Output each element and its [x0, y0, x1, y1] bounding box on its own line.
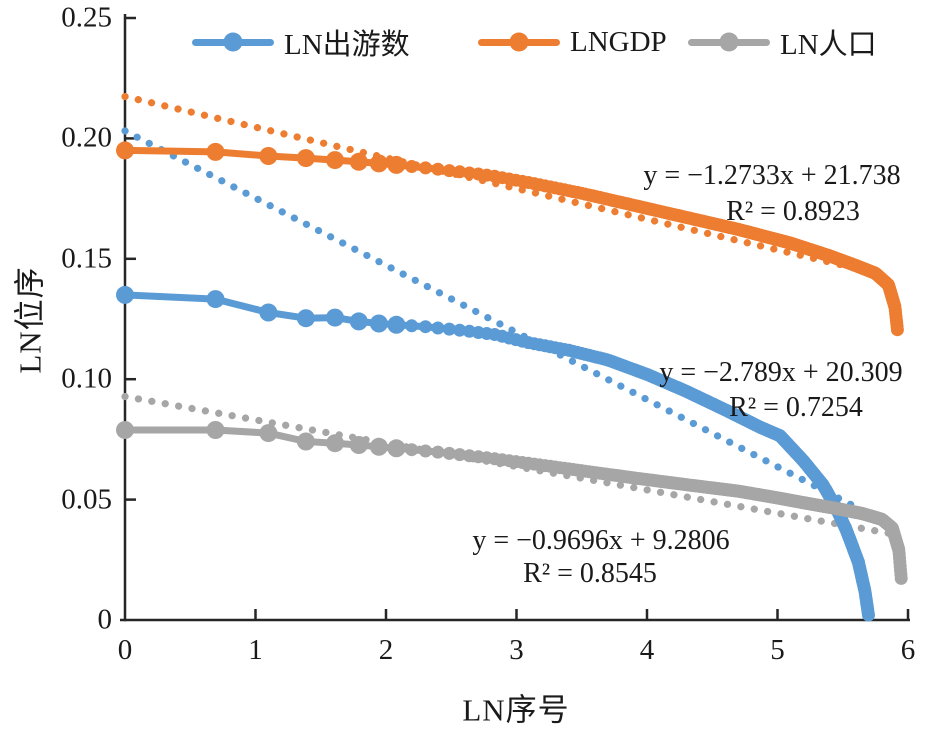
series-ln-population: [116, 421, 908, 585]
legend-line-marker-icon: [192, 38, 274, 46]
trend-r2-lngdp: R² = 0.8923: [726, 196, 860, 227]
x-tick-label: 5: [770, 634, 785, 666]
y-axis-title: LN位序: [12, 266, 48, 374]
x-tick-label: 6: [900, 634, 916, 666]
legend-label: LN出游数: [284, 29, 410, 61]
legend-line-marker-icon: [688, 38, 770, 46]
legend-item-ln-gdp: LNGDP: [478, 24, 667, 60]
legend-line-marker-icon: [478, 38, 560, 46]
series-ln-gdp: [116, 141, 904, 337]
legend-item-ln-trips: LN出游数: [192, 24, 410, 61]
axes: [120, 14, 910, 622]
trend-r2-ln-trips: R² = 0.7254: [729, 392, 863, 423]
trend-equation-ln-population: y = −0.9696x + 9.2806: [472, 525, 730, 556]
x-tick-label: 0: [117, 634, 133, 666]
legend-item-ln-population: LN人口: [688, 24, 877, 61]
x-tick-label: 1: [248, 634, 263, 666]
trendline-ln-gdp: [121, 92, 893, 280]
x-tick-label: 3: [509, 634, 524, 666]
trend-equation-lngdp: y = −1.2733x + 21.738: [643, 160, 901, 191]
x-tick-label: 2: [378, 634, 394, 666]
legend-label: LN人口: [780, 29, 877, 61]
y-tick-label: 0: [97, 603, 113, 636]
x-axis-title: LN序号: [462, 692, 570, 728]
y-tick-label: 0.20: [61, 121, 112, 154]
trend-r2-ln-population: R² = 0.8545: [523, 558, 657, 589]
trendline-ln-trips: [121, 127, 860, 511]
x-tick-label: 4: [639, 634, 655, 666]
y-tick-label: 0.10: [61, 362, 112, 395]
legend: LN出游数 LNGDP LN人口: [0, 24, 929, 61]
series-ln-trips: [116, 285, 875, 622]
y-tick-label: 0.05: [61, 483, 112, 516]
legend-label: LNGDP: [570, 25, 667, 58]
y-tick-label: 0.25: [61, 1, 112, 34]
y-tick-label: 0.15: [61, 242, 112, 275]
trend-equation-ln-trips: y = −2.789x + 20.309: [659, 357, 903, 388]
